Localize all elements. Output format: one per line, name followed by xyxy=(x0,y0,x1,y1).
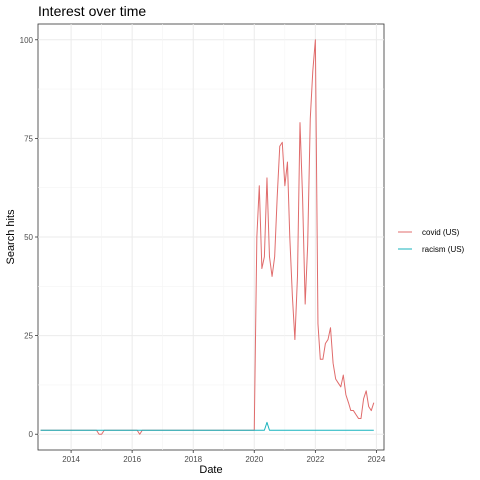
series-lines xyxy=(40,39,375,435)
x-tick-label: 2020 xyxy=(245,455,263,464)
y-tick-label: 0 xyxy=(29,430,34,439)
x-axis-ticks: 2014 2016 2018 2020 2022 2024 xyxy=(62,450,386,464)
y-tick-label: 50 xyxy=(24,233,33,242)
gridlines xyxy=(38,24,384,450)
x-tick-label: 2018 xyxy=(184,455,202,464)
chart-title: Interest over time xyxy=(38,3,146,19)
series-line xyxy=(40,39,375,435)
y-tick-label: 75 xyxy=(24,134,33,143)
x-tick-label: 2014 xyxy=(62,455,80,464)
x-tick-label: 2022 xyxy=(306,455,324,464)
y-axis-title: Search hits xyxy=(5,209,17,265)
y-axis-ticks: 0 25 50 75 100 xyxy=(20,36,38,439)
x-tick-label: 2024 xyxy=(367,455,385,464)
legend-label: racism (US) xyxy=(422,245,465,254)
y-tick-label: 100 xyxy=(20,36,34,45)
series-line xyxy=(40,421,374,431)
x-axis-title: Date xyxy=(199,464,222,476)
y-tick-label: 25 xyxy=(24,332,33,341)
x-tick-label: 2016 xyxy=(123,455,141,464)
legend-label: covid (US) xyxy=(422,228,460,237)
legend: covid (US) racism (US) xyxy=(398,228,465,254)
